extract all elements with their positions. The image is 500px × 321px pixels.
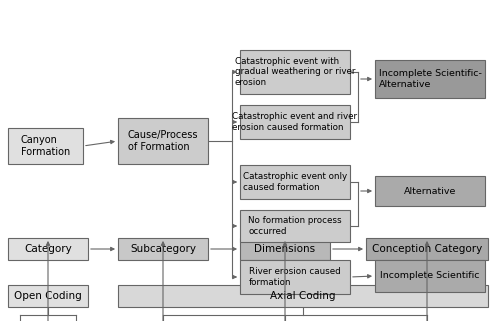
Text: Open Coding: Open Coding [14,291,82,301]
FancyBboxPatch shape [375,60,485,98]
Text: Cause/Process
of Formation: Cause/Process of Formation [128,130,198,152]
FancyBboxPatch shape [240,210,350,242]
FancyBboxPatch shape [240,105,350,139]
Text: Alternative: Alternative [404,187,456,195]
Text: Incomplete Scientific: Incomplete Scientific [380,272,480,281]
Text: Subcategory: Subcategory [130,244,196,254]
FancyBboxPatch shape [240,50,350,94]
Text: Dimensions: Dimensions [254,244,316,254]
Text: Catastrophic event and river
erosion caused formation: Catastrophic event and river erosion cau… [232,112,358,132]
FancyBboxPatch shape [240,165,350,199]
Text: Conception Category: Conception Category [372,244,482,254]
Text: Axial Coding: Axial Coding [270,291,336,301]
Text: Catastrophic event with
gradual weathering or river
erosion: Catastrophic event with gradual weatheri… [235,57,355,87]
FancyBboxPatch shape [118,118,208,164]
FancyBboxPatch shape [375,176,485,206]
FancyBboxPatch shape [8,238,88,260]
Text: No formation process
occurred: No formation process occurred [248,216,342,236]
Text: Catastrophic event only
caused formation: Catastrophic event only caused formation [243,172,347,192]
FancyBboxPatch shape [118,285,488,307]
FancyBboxPatch shape [240,260,350,294]
Text: Incomplete Scientific-
Alternative: Incomplete Scientific- Alternative [378,69,482,89]
FancyBboxPatch shape [8,128,83,164]
FancyBboxPatch shape [366,238,488,260]
Text: Canyon
Formation: Canyon Formation [21,135,70,157]
FancyBboxPatch shape [240,238,330,260]
Text: River erosion caused
formation: River erosion caused formation [249,267,341,287]
FancyBboxPatch shape [118,238,208,260]
Text: Category: Category [24,244,72,254]
FancyBboxPatch shape [375,260,485,292]
FancyBboxPatch shape [8,285,88,307]
